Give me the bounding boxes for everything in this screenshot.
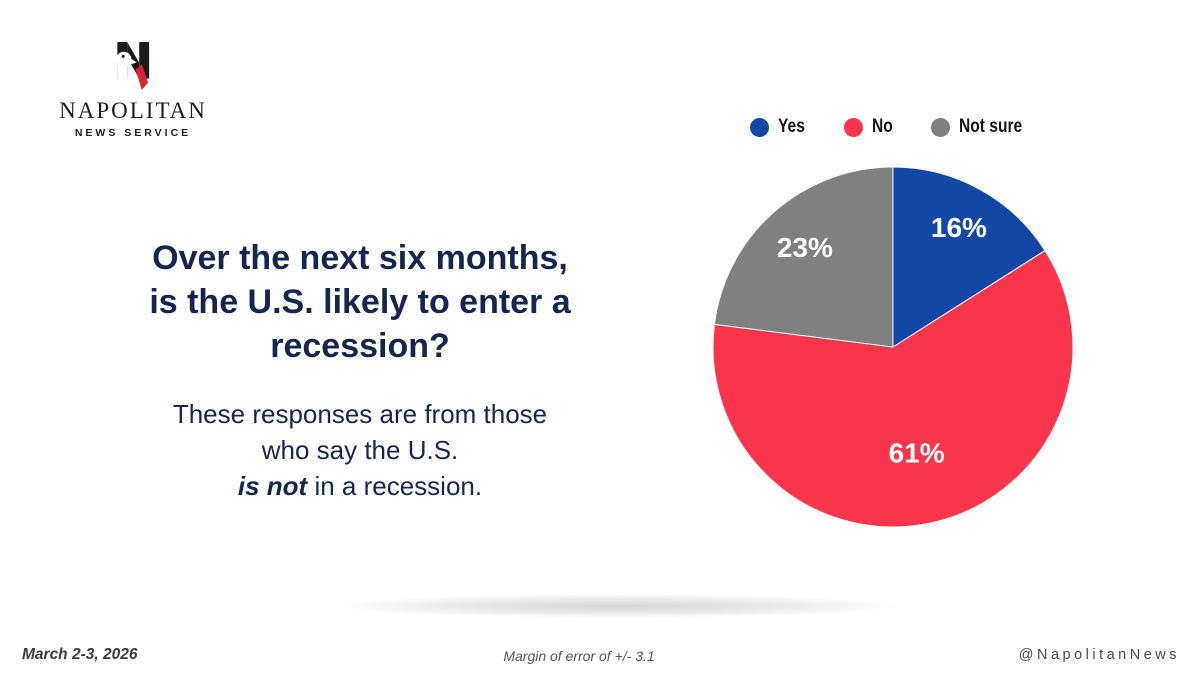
legend-swatch-no-icon (844, 117, 864, 137)
pie-value-label-not-sure: 23% (777, 232, 833, 263)
question-subtitle-line-3: is not in a recession. (50, 468, 670, 504)
legend-item-no: No (844, 116, 897, 138)
legend-swatch-yes-icon (750, 117, 770, 137)
question-subtitle: These responses are from those who say t… (50, 396, 670, 504)
margin-of-error: Margin of error of +/- 3.1 (503, 648, 655, 664)
legend-swatch-not-sure-icon (930, 117, 950, 137)
subtitle-rest: in a recession. (307, 471, 483, 501)
legend-label-no: No (872, 116, 893, 137)
brand-tagline: NEWS SERVICE (74, 127, 192, 139)
subtitle-emphasis: is not (237, 471, 308, 501)
legend-label-yes: Yes (778, 116, 806, 137)
pie-slice-not-sure (713, 166, 894, 348)
social-handle: @NapolitanNews (1018, 647, 1180, 663)
pie-slice-no (712, 249, 1074, 528)
legend-label-not-sure: Not sure (958, 116, 1022, 137)
question-title: Over the next six months, is the U.S. li… (50, 236, 670, 368)
pie-value-label-no: 61% (889, 437, 945, 468)
chart-legend: Yes No Not sure (712, 116, 1074, 138)
question-subtitle-line-1: These responses are from those (172, 399, 548, 429)
question-block: Over the next six months, is the U.S. li… (50, 236, 670, 504)
legend-item-yes: Yes (750, 116, 811, 138)
question-title-line-1: Over the next six months, (152, 239, 568, 277)
legend-item-not-sure: Not sure (930, 116, 1036, 138)
pie-value-label-yes: 16% (931, 212, 987, 243)
poll-date: March 2-3, 2026 (22, 646, 138, 663)
brand-logo: NAPOLITAN NEWS SERVICE (58, 42, 208, 139)
brand-name: NAPOLITAN (59, 98, 207, 123)
question-subtitle-line-2: who say the U.S. (261, 435, 459, 465)
pie-slice-yes (892, 166, 1046, 348)
content-shadow (222, 589, 1012, 623)
pie-chart: 16% 61% 23% (712, 166, 1074, 528)
footer: March 2-3, 2026 Margin of error of +/- 3… (0, 644, 1200, 670)
question-title-line-2: is the U.S. likely to enter a (149, 283, 571, 321)
question-title-line-3: recession? (270, 327, 450, 365)
pie-chart-container: 16% 61% 23% (712, 166, 1074, 528)
napolitan-eagle-n-icon (115, 42, 149, 90)
